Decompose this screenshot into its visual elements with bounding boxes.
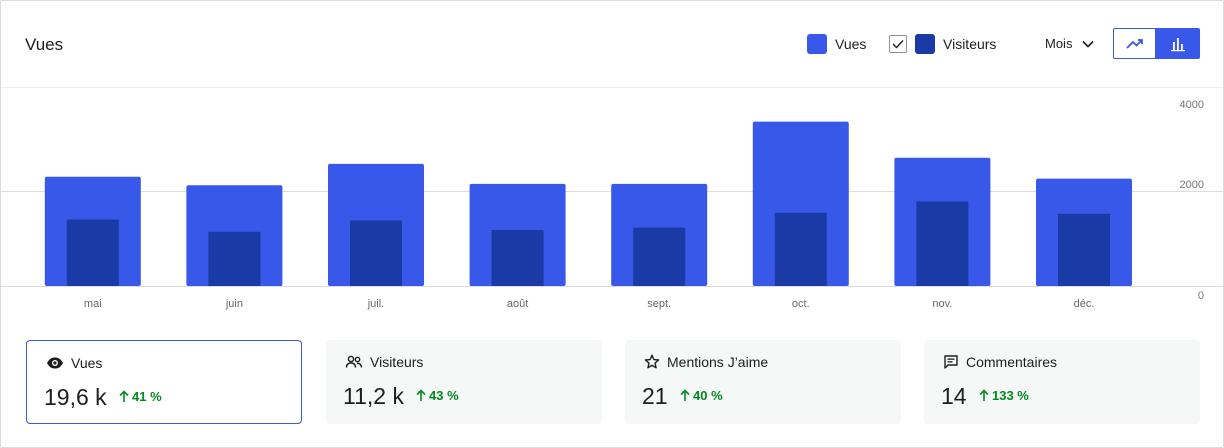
bar-visiteurs-6[interactable] <box>916 201 969 286</box>
people-icon <box>345 355 363 368</box>
stat-tile-visiteurs[interactable]: Visiteurs 11,2 k 43 % <box>326 340 602 424</box>
x-tick-label: août <box>507 298 528 310</box>
stat-change-value: 41 % <box>132 389 162 404</box>
arrow-up-icon <box>979 389 989 401</box>
y-tick-label: 0 <box>1198 290 1204 302</box>
bar-visiteurs-0[interactable] <box>66 219 119 287</box>
arrow-up-icon <box>119 390 129 402</box>
y-tick-label: 2000 <box>1180 179 1204 191</box>
stat-label: Mentions J’aime <box>667 354 769 370</box>
stat-label: Visiteurs <box>370 354 424 370</box>
comment-icon <box>944 355 958 369</box>
x-tick-label: juil. <box>367 298 385 310</box>
period-select[interactable]: Mois <box>1045 36 1095 51</box>
stat-change-value: 43 % <box>429 388 459 403</box>
legend-item-visiteurs[interactable]: Visiteurs <box>889 33 996 55</box>
check-icon <box>892 40 904 49</box>
line-chart-icon <box>1125 38 1143 49</box>
x-tick-label: juin <box>225 298 243 310</box>
legend-item-vues: Vues <box>807 33 866 55</box>
x-tick-label: nov. <box>932 298 952 310</box>
eye-icon <box>47 357 63 369</box>
stats-summary: Vues 19,6 k 41 % Visiteurs 11,2 k <box>26 340 1200 424</box>
bar-visiteurs-3[interactable] <box>491 229 544 286</box>
stat-change-value: 40 % <box>693 388 723 403</box>
legend-label-visiteurs: Visiteurs <box>943 36 997 52</box>
arrow-up-icon <box>416 389 426 401</box>
arrow-up-icon <box>680 389 690 401</box>
page-title: Vues <box>25 35 64 54</box>
chart-type-toggle <box>1113 28 1200 59</box>
period-select-label: Mois <box>1045 36 1073 51</box>
stat-change: 133 % <box>979 388 1029 403</box>
legend-swatch-visiteurs <box>915 34 935 54</box>
stat-tile-vues[interactable]: Vues 19,6 k 41 % <box>26 340 302 424</box>
x-tick-label: sept. <box>647 298 671 310</box>
x-tick-label: oct. <box>792 298 810 310</box>
bar-visiteurs-5[interactable] <box>774 212 827 286</box>
chevron-down-icon <box>1082 40 1095 48</box>
y-tick-label: 4000 <box>1180 99 1204 111</box>
bar-visiteurs-2[interactable] <box>350 220 402 286</box>
bar-visiteurs-4[interactable] <box>633 227 686 286</box>
bar-chart-button[interactable] <box>1156 28 1200 59</box>
stat-tile-commentaires[interactable]: Commentaires 14 133 % <box>924 340 1200 424</box>
x-tick-label: mai <box>84 298 102 310</box>
visiteurs-checkbox[interactable] <box>889 35 907 53</box>
stat-label: Vues <box>71 355 103 371</box>
stat-change: 40 % <box>680 388 723 403</box>
x-tick-label: déc. <box>1074 298 1095 310</box>
stat-label: Commentaires <box>966 354 1058 370</box>
stat-change-value: 133 % <box>992 388 1029 403</box>
chart-header: Vues Vues Visiteurs Mois <box>1 1 1223 86</box>
bar-chart-icon <box>1171 37 1185 51</box>
stat-tile-mentions[interactable]: Mentions J’aime 21 40 % <box>625 340 901 424</box>
legend-swatch-vues <box>807 34 827 54</box>
bar-chart-svg: 4000 2000 0 mai juin juil. août sept. oct. nov. dé… <box>1 87 1223 310</box>
stat-change: 43 % <box>416 388 459 403</box>
bar-visiteurs-7[interactable] <box>1058 213 1110 286</box>
stat-value: 19,6 k <box>44 384 107 410</box>
star-icon <box>644 354 660 369</box>
stat-value: 14 <box>941 383 967 409</box>
stat-value: 21 <box>642 383 668 409</box>
bar-visiteurs-1[interactable] <box>208 231 261 286</box>
line-chart-button[interactable] <box>1113 28 1156 59</box>
stat-value: 11,2 k <box>343 383 404 409</box>
bar-chart: 4000 2000 0 mai juin juil. août sept. oct. nov. dé… <box>1 87 1223 317</box>
stat-change: 41 % <box>119 389 162 404</box>
legend-label-vues: Vues <box>835 36 867 52</box>
